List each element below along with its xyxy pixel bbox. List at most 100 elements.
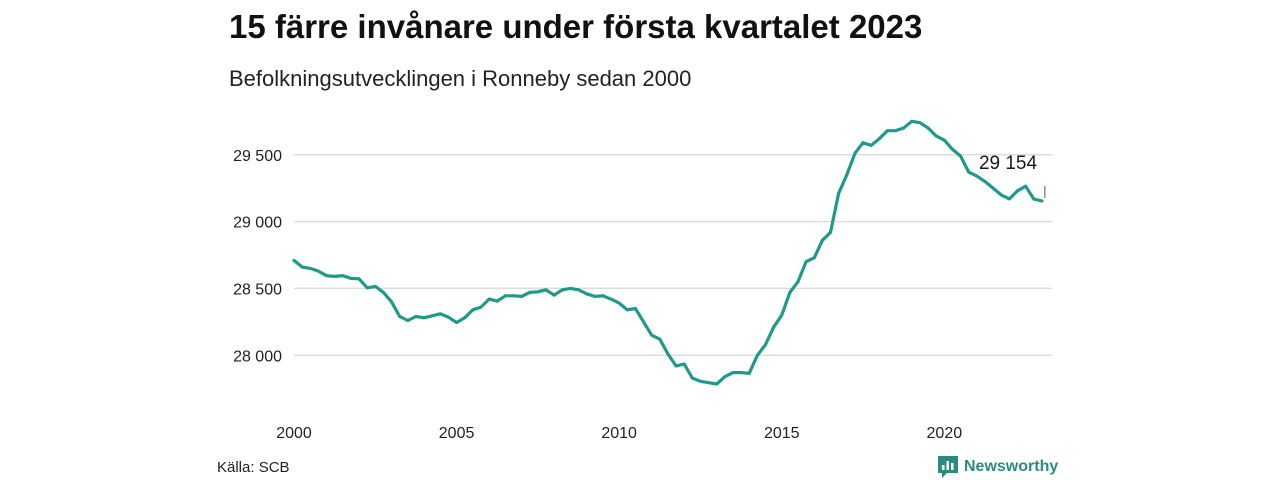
data-point bbox=[885, 129, 889, 133]
last-value-label: 29 154 bbox=[979, 153, 1038, 174]
data-point bbox=[747, 371, 751, 375]
data-point bbox=[861, 141, 865, 145]
data-point bbox=[430, 314, 434, 318]
data-point bbox=[910, 119, 914, 123]
data-point bbox=[503, 294, 507, 298]
data-point bbox=[983, 180, 987, 183]
y-tick-label: 28 000 bbox=[233, 348, 282, 365]
data-point bbox=[568, 286, 572, 290]
brand-name: Newsworthy bbox=[964, 458, 1059, 475]
data-point bbox=[422, 316, 426, 320]
data-point bbox=[991, 186, 995, 190]
data-point bbox=[300, 265, 304, 269]
data-point bbox=[902, 126, 906, 130]
data-point bbox=[479, 305, 483, 309]
data-point bbox=[406, 319, 410, 322]
data-point bbox=[447, 315, 450, 319]
data-point bbox=[325, 274, 328, 278]
data-point bbox=[373, 284, 377, 288]
data-point bbox=[666, 352, 670, 356]
series-line bbox=[292, 119, 1044, 386]
chart-title: 15 färre invånare under första kvartalet… bbox=[229, 8, 923, 45]
data-point bbox=[877, 137, 881, 141]
data-point bbox=[894, 129, 897, 133]
x-tick-label: 2020 bbox=[927, 425, 963, 442]
data-point bbox=[723, 375, 727, 379]
data-point bbox=[829, 230, 832, 234]
data-point bbox=[455, 321, 459, 324]
x-tick-label: 2010 bbox=[601, 425, 637, 442]
data-point bbox=[942, 138, 946, 142]
data-point bbox=[552, 293, 556, 297]
data-point bbox=[560, 288, 564, 292]
data-point bbox=[755, 353, 759, 357]
x-tick-label: 2000 bbox=[276, 425, 312, 442]
data-point bbox=[1016, 189, 1019, 193]
data-point bbox=[674, 364, 678, 368]
data-point bbox=[601, 294, 605, 298]
data-point bbox=[804, 260, 808, 264]
data-point bbox=[1032, 197, 1036, 201]
data-point bbox=[398, 315, 402, 318]
data-point bbox=[967, 170, 971, 174]
data-point bbox=[812, 256, 816, 260]
data-point bbox=[625, 308, 629, 312]
data-point bbox=[707, 381, 711, 385]
data-point bbox=[934, 134, 938, 138]
data-point bbox=[471, 308, 475, 312]
data-point bbox=[845, 173, 849, 177]
data-point bbox=[780, 313, 784, 317]
data-point bbox=[837, 192, 841, 195]
data-point bbox=[1007, 197, 1011, 201]
x-tick-label: 2005 bbox=[439, 425, 475, 442]
data-point bbox=[642, 320, 645, 324]
data-point bbox=[796, 280, 800, 284]
data-point bbox=[1024, 184, 1028, 188]
data-point bbox=[617, 301, 621, 305]
data-point bbox=[512, 294, 515, 298]
data-point bbox=[1040, 199, 1044, 203]
data-point bbox=[682, 362, 686, 366]
data-point bbox=[650, 333, 654, 337]
data-point bbox=[715, 382, 719, 386]
data-point bbox=[438, 312, 442, 316]
y-tick-label: 29 000 bbox=[233, 215, 282, 232]
data-point bbox=[593, 294, 597, 298]
data-point bbox=[528, 290, 532, 294]
data-point bbox=[341, 274, 345, 278]
data-point bbox=[585, 292, 589, 296]
data-point bbox=[820, 238, 824, 242]
data-point bbox=[577, 288, 580, 292]
data-point bbox=[853, 151, 857, 155]
data-point bbox=[390, 300, 393, 304]
data-point bbox=[463, 316, 467, 320]
data-point bbox=[633, 307, 637, 310]
data-point bbox=[381, 290, 385, 294]
chart-subtitle: Befolkningsutvecklingen i Ronneby sedan … bbox=[229, 66, 692, 91]
data-point bbox=[869, 143, 873, 147]
data-point bbox=[544, 288, 548, 292]
data-point bbox=[764, 343, 767, 347]
data-point bbox=[699, 379, 702, 383]
data-point bbox=[926, 126, 930, 130]
data-point bbox=[690, 376, 694, 380]
y-tick-label: 28 500 bbox=[233, 281, 282, 298]
data-point bbox=[357, 277, 361, 281]
x-axis-ticks: 2000 2005 2010 2015 2020 bbox=[276, 425, 962, 442]
data-point bbox=[414, 315, 418, 318]
annotation-layer: 29 154 bbox=[979, 153, 1046, 198]
data-point bbox=[365, 286, 369, 290]
brand-logo: Newsworthy bbox=[938, 456, 1058, 478]
y-axis-ticks: 28 000 28 500 29 000 29 500 bbox=[233, 148, 282, 366]
newsworthy-logo-icon bbox=[938, 456, 958, 478]
data-point bbox=[975, 174, 979, 178]
data-point bbox=[609, 297, 613, 301]
data-point bbox=[292, 258, 296, 262]
source-note: Källa: SCB bbox=[217, 459, 290, 476]
data-point bbox=[487, 297, 491, 301]
gridlines bbox=[294, 154, 1052, 357]
y-tick-label: 29 500 bbox=[233, 148, 282, 165]
data-point bbox=[495, 299, 499, 303]
data-point bbox=[772, 325, 776, 329]
